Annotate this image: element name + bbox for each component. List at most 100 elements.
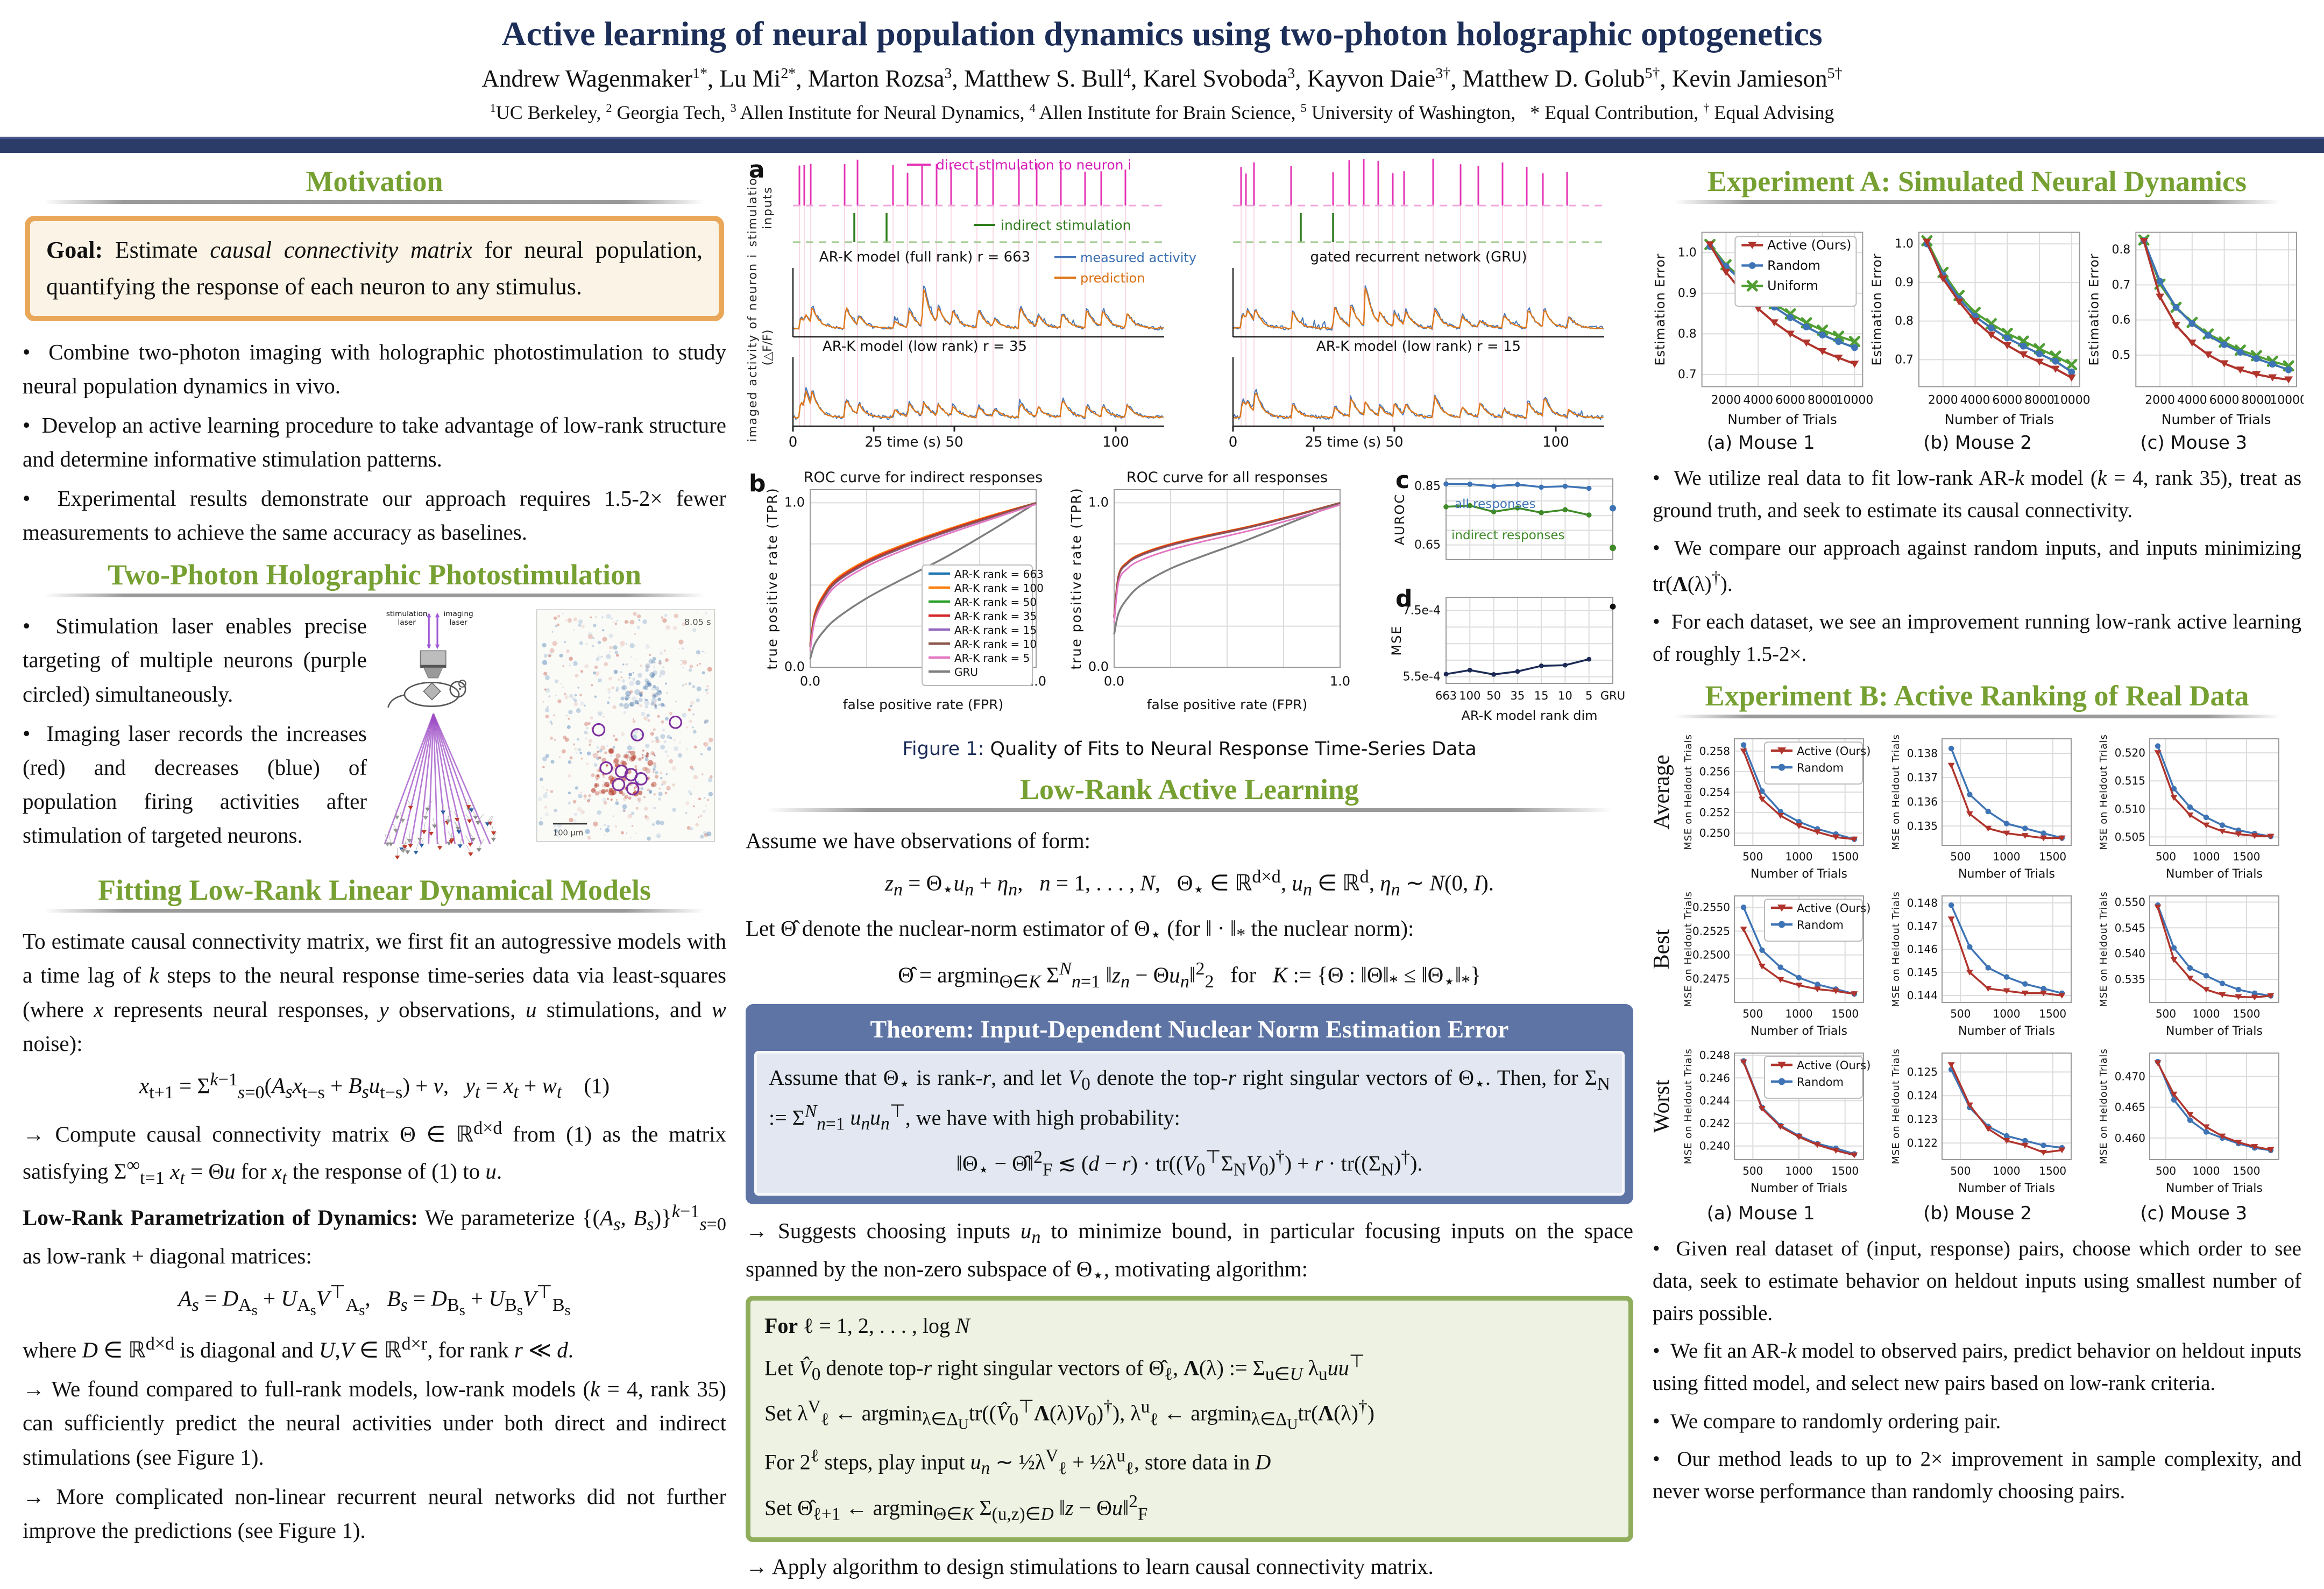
svg-text:Number of Trials: Number of Trials — [1751, 1025, 1847, 1038]
svg-text:100: 100 — [1102, 434, 1129, 450]
section-fitting-title: Fitting Low-Rank Linear Dynamical Models — [23, 873, 726, 907]
svg-text:10000: 10000 — [2053, 393, 2091, 407]
svg-text:1000: 1000 — [2193, 1007, 2220, 1020]
fitting-paragraph: where D ∈ ℝd×d is diagonal and U,V ∈ ℝd×… — [23, 1330, 726, 1367]
algorithm-line: Set λVℓ ← argminλ∈ΔUtr((V̂0⊤Λ(λ)V0)†), λ… — [764, 1393, 1614, 1437]
subfig-caption: (b) Mouse 2 — [1923, 432, 2032, 454]
svg-text:5: 5 — [1585, 689, 1592, 702]
subfig-caption: (a) Mouse 1 — [1707, 1203, 1815, 1224]
motivation-bullet: Experimental results demonstrate our app… — [23, 482, 726, 549]
motivation-bullet: Develop an active learning procedure to … — [23, 408, 726, 476]
svg-text:5.5e-4: 5.5e-4 — [1403, 670, 1441, 684]
goal-text: Goal: Estimate causal connectivity matri… — [46, 232, 703, 305]
svg-text:Worst: Worst — [1653, 1079, 1674, 1133]
svg-text:time (s): time (s) — [887, 434, 941, 450]
svg-text:1500: 1500 — [2039, 1007, 2066, 1020]
svg-text:0.535: 0.535 — [2115, 973, 2145, 986]
svg-text:663: 663 — [1435, 689, 1457, 702]
equation-estimator: Θ̂ = argminΘ∈K ΣNn=1 ‖zn − Θun‖22 for K … — [746, 955, 1633, 996]
subfig-caption: (b) Mouse 2 — [1923, 1203, 2032, 1224]
svg-text:1500: 1500 — [2039, 1164, 2066, 1177]
equation-lowrank: As = DAs + UAsV⊤As, Bs = DBs + UBsV⊤Bs — [23, 1279, 726, 1323]
lral-paragraph: Assume we have observations of form: — [746, 824, 1633, 858]
svg-text:indirect stimulation: indirect stimulation — [1001, 217, 1131, 233]
svg-text:500: 500 — [1950, 850, 1971, 863]
svg-text:500: 500 — [1950, 1164, 1971, 1177]
svg-text:0.0: 0.0 — [1088, 659, 1109, 674]
svg-text:direct stimulation to neuron i: direct stimulation to neuron i — [936, 157, 1131, 173]
fitting-paragraph: → More complicated non-linear recurrent … — [23, 1480, 726, 1548]
svg-text:0.138: 0.138 — [1907, 747, 1938, 760]
svg-text:1000: 1000 — [2193, 850, 2220, 863]
svg-text:time (s): time (s) — [1327, 434, 1381, 450]
svg-text:100 μm: 100 μm — [553, 829, 583, 838]
svg-text:0.145: 0.145 — [1907, 966, 1938, 979]
svg-text:8000: 8000 — [2024, 393, 2054, 407]
svg-text:Random: Random — [1797, 761, 1844, 774]
svg-text:1.0: 1.0 — [784, 495, 805, 510]
svg-text:500: 500 — [2156, 1007, 2176, 1020]
svg-text:MSE on Heldout Trials: MSE on Heldout Trials — [2098, 734, 2109, 850]
algorithm-line: For 2ℓ steps, play input un ∼ ½λVℓ + ½λu… — [764, 1442, 1614, 1482]
svg-text:inputs: inputs — [761, 186, 775, 229]
svg-text:gated recurrent network (GRU): gated recurrent network (GRU) — [1310, 249, 1527, 265]
svg-text:laser: laser — [398, 618, 416, 627]
photostim-block: Stimulation laser enables precise target… — [23, 609, 726, 865]
equation-1: xt+1 = Σk−1s=0(Asxt−s + Bsut−s) + v, yt … — [23, 1066, 726, 1107]
svg-text:c: c — [1395, 467, 1409, 494]
svg-text:Active (Ours): Active (Ours) — [1797, 1059, 1870, 1072]
svg-text:Random: Random — [1797, 919, 1844, 931]
svg-text:AR-K rank = 35: AR-K rank = 35 — [954, 610, 1037, 623]
svg-text:10000: 10000 — [1836, 393, 1874, 407]
svg-text:50: 50 — [945, 434, 963, 450]
svg-text:MSE on Heldout Trials: MSE on Heldout Trials — [2098, 891, 2109, 1007]
svg-text:1500: 1500 — [2233, 1164, 2261, 1177]
subfig-caption: (a) Mouse 1 — [1707, 432, 1815, 454]
svg-text:1500: 1500 — [2233, 850, 2261, 863]
svg-text:0: 0 — [1229, 434, 1238, 450]
svg-text:MSE on Heldout Trials: MSE on Heldout Trials — [1890, 734, 1902, 850]
section-rule — [1674, 715, 2280, 718]
expA-bullet: We compare our approach against random i… — [1653, 532, 2301, 601]
svg-text:35: 35 — [1511, 689, 1525, 702]
svg-text:imaged activity of neuron i: imaged activity of neuron i — [746, 253, 760, 442]
svg-text:imaging: imaging — [443, 610, 473, 618]
svg-text:0.0: 0.0 — [1104, 674, 1124, 689]
svg-text:MSE on Heldout Trials: MSE on Heldout Trials — [1890, 891, 1902, 1007]
affiliations-line: 1UC Berkeley, 2 Georgia Tech, 3 Allen In… — [0, 101, 2324, 124]
svg-text:Active (Ours): Active (Ours) — [1797, 902, 1870, 915]
section-expB-title: Experiment B: Active Ranking of Real Dat… — [1653, 679, 2301, 712]
authors-line: Andrew Wagenmaker1*, Lu Mi2*, Marton Roz… — [0, 65, 2324, 93]
photostim-text: Stimulation laser enables precise target… — [23, 609, 367, 865]
svg-text:Active (Ours): Active (Ours) — [1797, 745, 1870, 758]
svg-text:Best: Best — [1653, 929, 1674, 970]
svg-text:1500: 1500 — [2039, 850, 2066, 863]
svg-text:6000: 6000 — [1775, 393, 1805, 407]
subfig-caption: (c) Mouse 3 — [2140, 1203, 2247, 1224]
svg-text:0.8: 0.8 — [1678, 327, 1697, 341]
svg-text:0.240: 0.240 — [1699, 1140, 1730, 1153]
poster-columns: Motivation Goal: Estimate causal connect… — [0, 153, 2324, 1589]
section-rule — [44, 200, 705, 204]
svg-text:stimulation: stimulation — [386, 610, 428, 618]
subfig-caption: (c) Mouse 3 — [2140, 432, 2247, 454]
svg-text:8000: 8000 — [1808, 393, 1838, 407]
svg-text:0.123: 0.123 — [1907, 1113, 1938, 1126]
svg-text:Estimation Error: Estimation Error — [2087, 253, 2102, 366]
svg-text:Active (Ours): Active (Ours) — [1767, 238, 1851, 253]
svg-text:6000: 6000 — [2209, 393, 2240, 407]
svg-text:Number of Trials: Number of Trials — [2166, 1025, 2263, 1038]
svg-text:0.8: 0.8 — [1895, 315, 1914, 328]
svg-text:1000: 1000 — [1785, 1164, 1813, 1177]
svg-text:0.248: 0.248 — [1699, 1049, 1730, 1062]
svg-text:AR-K rank = 5: AR-K rank = 5 — [954, 652, 1030, 665]
svg-text:Estimation Error: Estimation Error — [1653, 253, 1668, 366]
svg-text:0.244: 0.244 — [1699, 1094, 1730, 1107]
right-column: Experiment A: Simulated Neural Dynamics … — [1653, 156, 2301, 1589]
svg-text:all responses: all responses — [1455, 497, 1536, 511]
